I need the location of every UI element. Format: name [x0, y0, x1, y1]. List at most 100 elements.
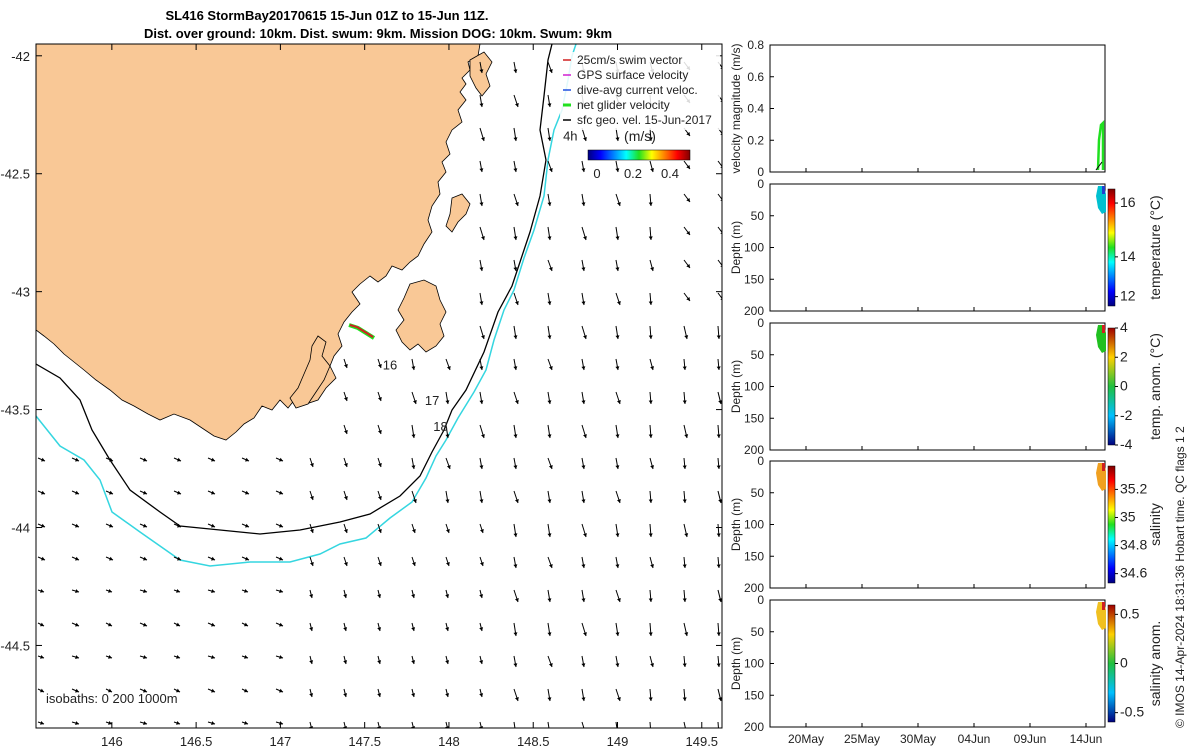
current-vector-head — [547, 335, 552, 339]
current-vector — [717, 292, 722, 300]
current-vector-head — [343, 562, 348, 566]
panel-temp-anom: 0 50 100 150 200 Depth (m) -4 -2 0 2 4 temp. anom. … — [729, 316, 1163, 457]
current-vector-head — [446, 366, 451, 370]
current-vector-head — [377, 430, 382, 434]
current-vector-head — [583, 236, 587, 240]
current-vector-head — [684, 335, 689, 339]
current-vector-head — [581, 564, 586, 568]
current-vector-head — [479, 660, 484, 664]
current-vector-head — [74, 490, 79, 495]
current-vector-head — [142, 622, 147, 627]
isobaths-label: isobaths: 0 200 1000m — [46, 691, 178, 706]
current-vector-head — [40, 654, 44, 659]
y-axis-label: Depth (m) — [729, 498, 743, 551]
current-vector-head — [581, 499, 586, 503]
current-vector-head — [616, 400, 621, 404]
title-line2: Dist. over ground: 10km. Dist. swum: 9km… — [144, 26, 612, 41]
current-vector-head — [445, 693, 450, 697]
current-vector-head — [718, 697, 722, 701]
colorbar-tick-label: 0 — [1120, 378, 1128, 394]
surface-velocity-vectors — [37, 61, 722, 728]
current-vector-head — [615, 366, 620, 370]
profile-data-surface — [1102, 602, 1105, 610]
current-vector-head — [40, 457, 45, 462]
current-vector-head — [583, 137, 587, 141]
lon-tick-label: 149.5 — [686, 734, 719, 749]
current-vector-head — [343, 463, 348, 467]
current-vector-head — [479, 301, 484, 305]
current-vector-head — [513, 267, 518, 271]
current-vector-head — [548, 69, 553, 73]
current-vector-head — [581, 400, 586, 404]
current-vector-head — [513, 564, 518, 568]
current-vector-head — [479, 267, 484, 271]
current-vector-head — [479, 594, 484, 598]
current-vector-head — [244, 523, 249, 528]
current-vector-head — [479, 627, 484, 631]
y-tick-label: 100 — [744, 241, 764, 255]
y-tick-label: 0 — [757, 593, 764, 607]
current-vector-head — [309, 627, 314, 631]
current-vector — [717, 259, 722, 267]
current-vector-head — [682, 697, 687, 701]
y-tick-label: 200 — [744, 720, 764, 734]
current-vector-head — [343, 693, 348, 697]
current-vector-head — [648, 697, 653, 701]
current-vector-head — [244, 654, 248, 659]
current-vector-head — [514, 697, 519, 701]
tasmania-land — [36, 44, 481, 441]
panel-colorbar — [1107, 327, 1116, 446]
lat-tick-label: -42.5 — [0, 167, 30, 182]
lat-tick-label: -44 — [11, 521, 30, 536]
colorbar-label: salinity — [1147, 503, 1163, 546]
current-vector-head — [40, 523, 45, 528]
current-vector-head — [244, 720, 248, 725]
current-vector-head — [547, 301, 552, 305]
current-vector-head — [445, 660, 450, 664]
colorbar-tick-0: 0 — [593, 166, 600, 181]
current-vector-head — [648, 499, 653, 503]
current-vector-head — [686, 198, 690, 202]
map-colorbar — [587, 149, 691, 161]
y-tick-label: 50 — [751, 486, 765, 500]
colorbar-title: (m/s) — [624, 128, 656, 144]
current-vector-head — [411, 693, 416, 697]
current-vector-head — [615, 564, 620, 568]
current-vector-head — [650, 663, 655, 667]
current-vector-head — [648, 335, 653, 339]
current-vector-head — [108, 457, 113, 462]
current-vector-head — [309, 529, 314, 533]
lat-tick-label: -43.5 — [0, 403, 30, 418]
y-axis-label: Depth (m) — [729, 637, 743, 690]
current-vector-head — [445, 529, 450, 533]
current-vector-head — [616, 301, 621, 305]
y-tick-label: 100 — [744, 657, 764, 671]
current-vector-head — [211, 721, 215, 725]
current-vector-head — [108, 588, 112, 593]
current-vector-head — [581, 366, 586, 370]
current-vector-head — [686, 297, 690, 301]
current-vector-head — [278, 556, 283, 561]
current-vector — [717, 721, 719, 728]
current-vector-head — [479, 693, 484, 697]
current-vector-head — [343, 364, 348, 368]
current-vector-head — [176, 457, 181, 462]
current-vector-head — [716, 663, 721, 667]
current-vector-head — [479, 499, 484, 503]
current-vector-head — [648, 236, 653, 240]
current-vector-head — [411, 594, 416, 598]
current-vector — [513, 721, 516, 728]
day-label: 17 — [425, 393, 439, 408]
colorbar-tick-label: 35.2 — [1120, 480, 1147, 496]
colorbar-tick-label: -2 — [1120, 407, 1133, 423]
current-vector-head — [210, 490, 215, 495]
current-vector-head — [411, 366, 416, 370]
current-vector-head — [513, 465, 518, 469]
current-vector-head — [143, 655, 147, 659]
colorbar-tick-label: 12 — [1120, 288, 1136, 304]
current-vector-head — [74, 556, 79, 561]
y-tick-label: 200 — [744, 581, 764, 595]
current-vector-head — [615, 137, 620, 141]
day-label: 18 — [433, 419, 447, 434]
